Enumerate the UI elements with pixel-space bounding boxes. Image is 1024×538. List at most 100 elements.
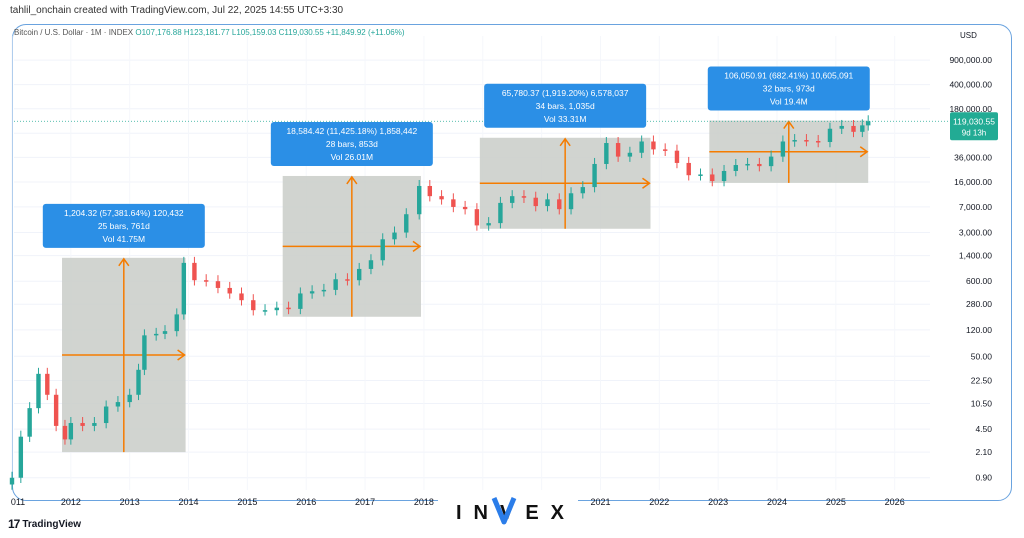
candle-body xyxy=(286,307,291,310)
last-price-tag xyxy=(950,112,998,141)
candle-body xyxy=(627,152,633,157)
y-tick-label: 0.90 xyxy=(975,473,992,483)
candle-body xyxy=(521,196,527,198)
y-tick-label: 120.00 xyxy=(966,325,992,335)
candle-body xyxy=(80,423,85,426)
candle-body xyxy=(368,260,374,269)
symbol-name: Bitcoin / U.S. Dollar · 1M · INDEX xyxy=(14,28,134,37)
x-tick-label: 2021 xyxy=(590,497,610,507)
candle-body xyxy=(815,141,821,143)
candle-body xyxy=(181,262,187,315)
candle-body xyxy=(345,279,350,281)
candle-body xyxy=(309,291,315,294)
measure-info-line: 106,050.91 (682.41%) 10,605,091 xyxy=(724,71,853,81)
y-tick-label: 400,000.00 xyxy=(949,80,992,90)
candle-body xyxy=(298,293,303,309)
candle-body xyxy=(333,279,338,290)
measure-info-line: 18,584.42 (11,425.18%) 1,858,442 xyxy=(286,126,417,136)
y-tick-label: 16,000.00 xyxy=(954,177,992,187)
y-tick-label: 180,000.00 xyxy=(949,104,992,114)
candle-body xyxy=(192,262,197,281)
candle-body xyxy=(136,369,141,395)
y-tick-label: 900,000.00 xyxy=(949,55,992,65)
x-tick-label: 011 xyxy=(11,497,25,507)
tradingview-logo-text: TradingView xyxy=(22,518,82,530)
candle-body xyxy=(174,314,179,332)
candle-body xyxy=(427,185,433,197)
candle-body xyxy=(18,436,24,478)
candle-body xyxy=(417,185,422,215)
candle-body xyxy=(804,140,809,142)
candle-body xyxy=(9,477,15,485)
candle-body xyxy=(827,128,833,142)
candle-body xyxy=(321,289,327,292)
candle-body xyxy=(592,163,597,188)
candle-body xyxy=(557,199,562,210)
tradingview-logo: 17 TradingView xyxy=(8,517,81,531)
range-arrow-head-right xyxy=(412,240,422,252)
measure-info-box xyxy=(42,203,205,248)
y-tick-label: 4.50 xyxy=(975,424,992,434)
invex-logo-text: INVEX xyxy=(456,502,576,524)
candle-body xyxy=(92,423,97,426)
candle-body xyxy=(274,307,280,311)
tradingview-mark-icon: 17 xyxy=(8,517,20,531)
candle-body xyxy=(45,373,50,395)
candle-body xyxy=(53,394,59,426)
measure-info-line: 32 bars, 973d xyxy=(763,84,815,94)
candle-body xyxy=(62,425,68,440)
y-tick-label: 2.10 xyxy=(975,447,992,457)
candle-body xyxy=(533,197,538,207)
measure-info-line: 1,204.32 (57,381.64%) 120,432 xyxy=(64,208,184,218)
y-tick-label: 600.00 xyxy=(966,276,992,286)
candle-body xyxy=(162,331,168,334)
measure-info-box xyxy=(707,66,870,111)
range-arrow-head-up xyxy=(118,257,130,267)
candle-body xyxy=(698,174,703,176)
y-tick-label: 50.00 xyxy=(971,351,993,361)
x-tick-label: 2016 xyxy=(296,497,316,507)
symbol-legend: Bitcoin / U.S. Dollar · 1M · INDEX O107,… xyxy=(14,28,404,37)
range-arrow-head-right xyxy=(177,349,186,361)
candle-body xyxy=(115,402,121,407)
candle-body xyxy=(509,196,515,203)
invex-logo-icon: INVEX xyxy=(456,497,576,525)
candle-body xyxy=(36,373,41,409)
candle-body xyxy=(710,174,715,182)
candle-body xyxy=(462,206,468,210)
y-tick-label: 7,000.00 xyxy=(959,202,992,212)
measure-info-line: Vol 19.4M xyxy=(770,97,808,107)
candle-body xyxy=(392,232,397,240)
x-tick-label: 2026 xyxy=(885,497,905,507)
candle-body xyxy=(568,193,574,210)
x-tick-label: 2012 xyxy=(61,497,81,507)
candle-body xyxy=(860,125,865,132)
candle-body xyxy=(203,280,209,282)
measure-info-line: Vol 26.01M xyxy=(331,152,374,162)
candle-body xyxy=(792,140,797,142)
measure-info-box xyxy=(484,83,647,128)
candle-body xyxy=(239,293,244,301)
y-tick-label: 36,000.00 xyxy=(954,152,992,162)
candle-body xyxy=(615,143,621,157)
candle-body xyxy=(757,163,762,167)
measure-info-line: 65,780.37 (1,919.20%) 6,578,037 xyxy=(502,88,629,98)
candle-body xyxy=(780,141,786,157)
x-tick-label: 2025 xyxy=(826,497,846,507)
x-tick-label: 2023 xyxy=(708,497,728,507)
currency-label: USD xyxy=(960,31,977,40)
candle-body xyxy=(68,423,74,440)
candle-body xyxy=(580,187,586,194)
y-tick-label: 22.50 xyxy=(971,375,993,385)
candle-body xyxy=(839,125,844,129)
measure-info-line: Vol 33.31M xyxy=(544,114,587,124)
measure-info-line: 34 bars, 1,035d xyxy=(536,101,595,111)
candle-body xyxy=(604,143,609,164)
caption: tahlil_onchain created with TradingView.… xyxy=(10,5,344,16)
x-tick-label: 2014 xyxy=(179,497,199,507)
range-arrow-head-right xyxy=(859,146,869,158)
invex-v-mark xyxy=(491,497,517,525)
candle-body xyxy=(639,141,644,153)
candle-body xyxy=(474,209,480,226)
